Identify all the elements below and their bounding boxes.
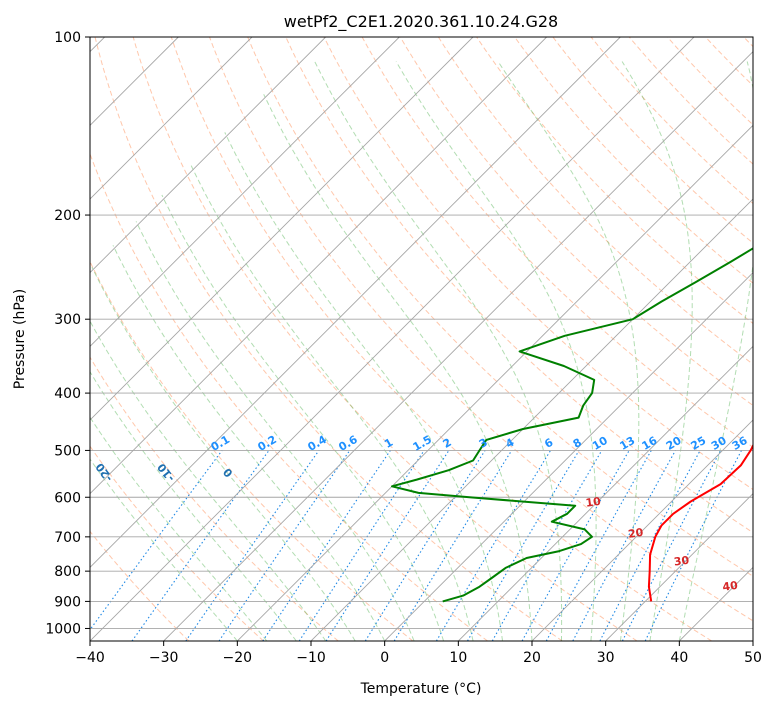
axes: −40 −30 −20 −10 0 10 20 30 40 50 100 200 300 400 500 60…: [45, 30, 762, 666]
dry-adiabat-line: [90, 152, 488, 641]
y-tick-label: 600: [54, 490, 81, 506]
dry-adiabat-line: [90, 356, 339, 641]
moist-adiabat-line: [314, 61, 563, 641]
series-lines: [391, 247, 753, 603]
x-tick-label: 50: [744, 650, 762, 666]
isotherm-line: [90, 37, 326, 274]
x-tick-label: −20: [223, 650, 253, 666]
mixing-ratio-line: [364, 450, 486, 641]
isotherm-line: [531, 419, 753, 641]
moist-adiabat-line: [497, 61, 640, 641]
dry-adiabat-line: [590, 37, 753, 205]
moist-adiabat-line: [263, 94, 533, 641]
dry-adiabat-line: [132, 37, 638, 641]
dry-adiabat-line: [90, 530, 190, 641]
moist-adiabat-line: [90, 320, 327, 641]
x-tick-label: 0: [380, 650, 389, 666]
plot-frame: [89, 36, 754, 642]
dry-adiabat-line: [247, 37, 753, 577]
mixing-ratio-line: [90, 450, 223, 631]
moist-adiabat-line: [161, 194, 445, 641]
y-tick-label: 1000: [45, 621, 81, 637]
y-axis-title: Pressure (hPa): [12, 289, 28, 389]
x-tick-label: 30: [597, 650, 615, 666]
mixing-ratio-line: [467, 450, 580, 641]
isotherm-line: [384, 272, 753, 641]
moist-adiabat-line: [112, 245, 386, 641]
mixing-ratio-line: [218, 450, 351, 641]
isotherm-line: [90, 37, 547, 495]
x-tick-label: 10: [449, 650, 467, 666]
moist-adiabat-line: [621, 61, 693, 641]
moist-adiabat-label: 30: [673, 554, 690, 569]
mixing-ratio-line: [131, 450, 270, 641]
y-tick-label: 800: [54, 564, 81, 580]
x-tick-label: −10: [296, 650, 326, 666]
x-tick-label: 40: [670, 650, 688, 666]
moist-adiabat-line: [90, 416, 268, 641]
mixing-ratio-line: [393, 450, 513, 641]
x-tick-label: 20: [523, 650, 541, 666]
y-tick-label: 400: [54, 386, 81, 402]
isotherm-line: [90, 37, 695, 641]
dry-adiabat-line: [323, 37, 753, 491]
isotherm-line: [458, 345, 753, 641]
moist-adiabat-line: [190, 165, 474, 641]
isotherm-line: [310, 198, 753, 641]
dry-adiabat-line: [170, 37, 712, 641]
moist-adiabat-label: 20: [627, 526, 644, 541]
temperature-line: [647, 443, 753, 602]
dry-adiabat-line: [476, 37, 753, 325]
dry-adiabat-line: [90, 260, 414, 641]
isotherm-line: [605, 493, 753, 641]
y-tick-label: 200: [54, 208, 81, 224]
isotherm-line: [237, 124, 753, 641]
x-tick-label: −40: [75, 650, 105, 666]
y-tick-label: 700: [54, 530, 81, 546]
dry-adiabat-line: [437, 37, 753, 365]
isotherm-line: [90, 37, 621, 568]
mixing-ratio-line: [325, 450, 450, 641]
moist-adiabat-label: 10: [585, 495, 602, 510]
mixing-ratio-line: [435, 450, 552, 641]
mixing-ratio-line: [491, 450, 603, 641]
grid-lines: [90, 37, 753, 641]
mixing-ratio-line: [572, 450, 676, 641]
dry-adiabat-line: [94, 37, 563, 641]
chart-title: wetPf2_C2E1.2020.361.10.24.G28: [284, 12, 558, 32]
x-axis-title: Temperature (°C): [360, 681, 482, 697]
moist-adiabat-line: [395, 61, 597, 641]
isotherm-line: [90, 37, 474, 421]
isotherm-line: [90, 37, 253, 200]
y-tick-label: 100: [54, 30, 81, 46]
dewpoint-line: [391, 247, 753, 603]
moist-adiabat-line: [90, 458, 238, 641]
mixing-ratio-line: [545, 450, 652, 641]
moist-adiabat-label: 40: [722, 579, 739, 594]
y-tick-label: 500: [54, 443, 81, 459]
isotherm-line: [163, 51, 753, 641]
moist-adiabat-line: [135, 221, 415, 641]
dry-adiabat-line: [209, 37, 753, 622]
dry-adiabat-line: [285, 37, 753, 534]
moist-adiabat-line: [91, 266, 356, 641]
y-tick-label: 900: [54, 594, 81, 610]
y-tick-label: 300: [54, 312, 81, 328]
dry-adiabat-line: [399, 37, 753, 407]
dry-adiabat-line: [552, 37, 753, 244]
isotherm-line: [90, 37, 400, 347]
x-tick-label: −30: [149, 650, 179, 666]
